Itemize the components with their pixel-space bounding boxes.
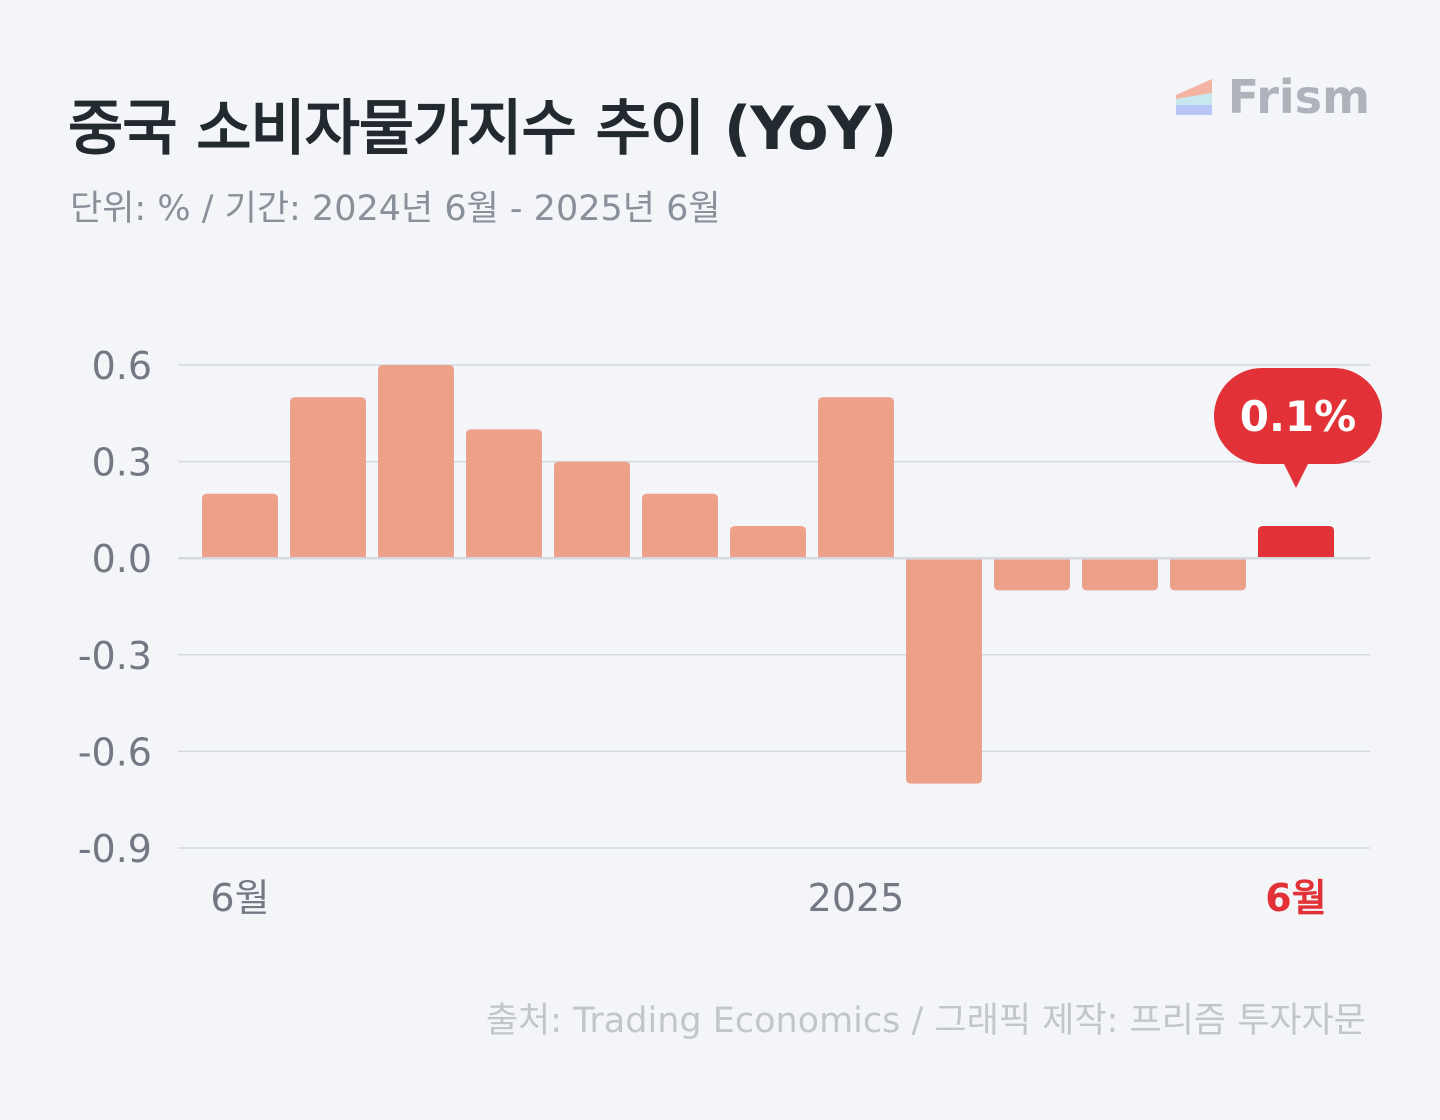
bar (1170, 558, 1246, 591)
bar (554, 461, 630, 559)
value-callout (1214, 368, 1382, 464)
bar (466, 429, 542, 559)
bar (994, 558, 1070, 591)
x-tick-label: 6월 (210, 876, 269, 920)
chart-title: 중국 소비자물가지수 추이 (YoY) (68, 94, 897, 164)
bar (202, 493, 278, 559)
callout-pointer (1283, 462, 1309, 488)
bar (290, 397, 366, 559)
x-tick-label: 6월 (1265, 876, 1326, 920)
bar (730, 526, 806, 559)
bar (906, 558, 982, 784)
callout-label: 0.1% (1240, 392, 1356, 441)
bar (818, 397, 894, 559)
y-tick-label: -0.6 (78, 730, 152, 774)
bar-highlight (1258, 526, 1334, 559)
bar (1082, 558, 1158, 591)
frism-logo-icon (1175, 79, 1212, 115)
y-tick-label: 0.3 (92, 441, 152, 485)
y-tick-label: 0.6 (92, 344, 152, 388)
y-tick-label: -0.9 (78, 827, 152, 871)
cpi-bar-chart: 0.6 0.3 0.0 -0.3 -0.6 -0.9 6월 2025 6월 0.1% (78, 344, 1382, 920)
source-note: 출처: Trading Economics / 그래픽 제작: 프리즘 투자자문 (485, 1001, 1366, 1041)
x-tick-label: 2025 (808, 876, 905, 920)
y-tick-label: 0.0 (92, 537, 152, 581)
chart-subtitle: 단위: % / 기간: 2024년 6월 - 2025년 6월 (70, 189, 721, 229)
bar (642, 493, 718, 559)
y-tick-label: -0.3 (78, 634, 152, 678)
bar (378, 365, 454, 559)
brand-name: Frism (1227, 70, 1370, 124)
brand-logo: Frism (1174, 70, 1370, 124)
